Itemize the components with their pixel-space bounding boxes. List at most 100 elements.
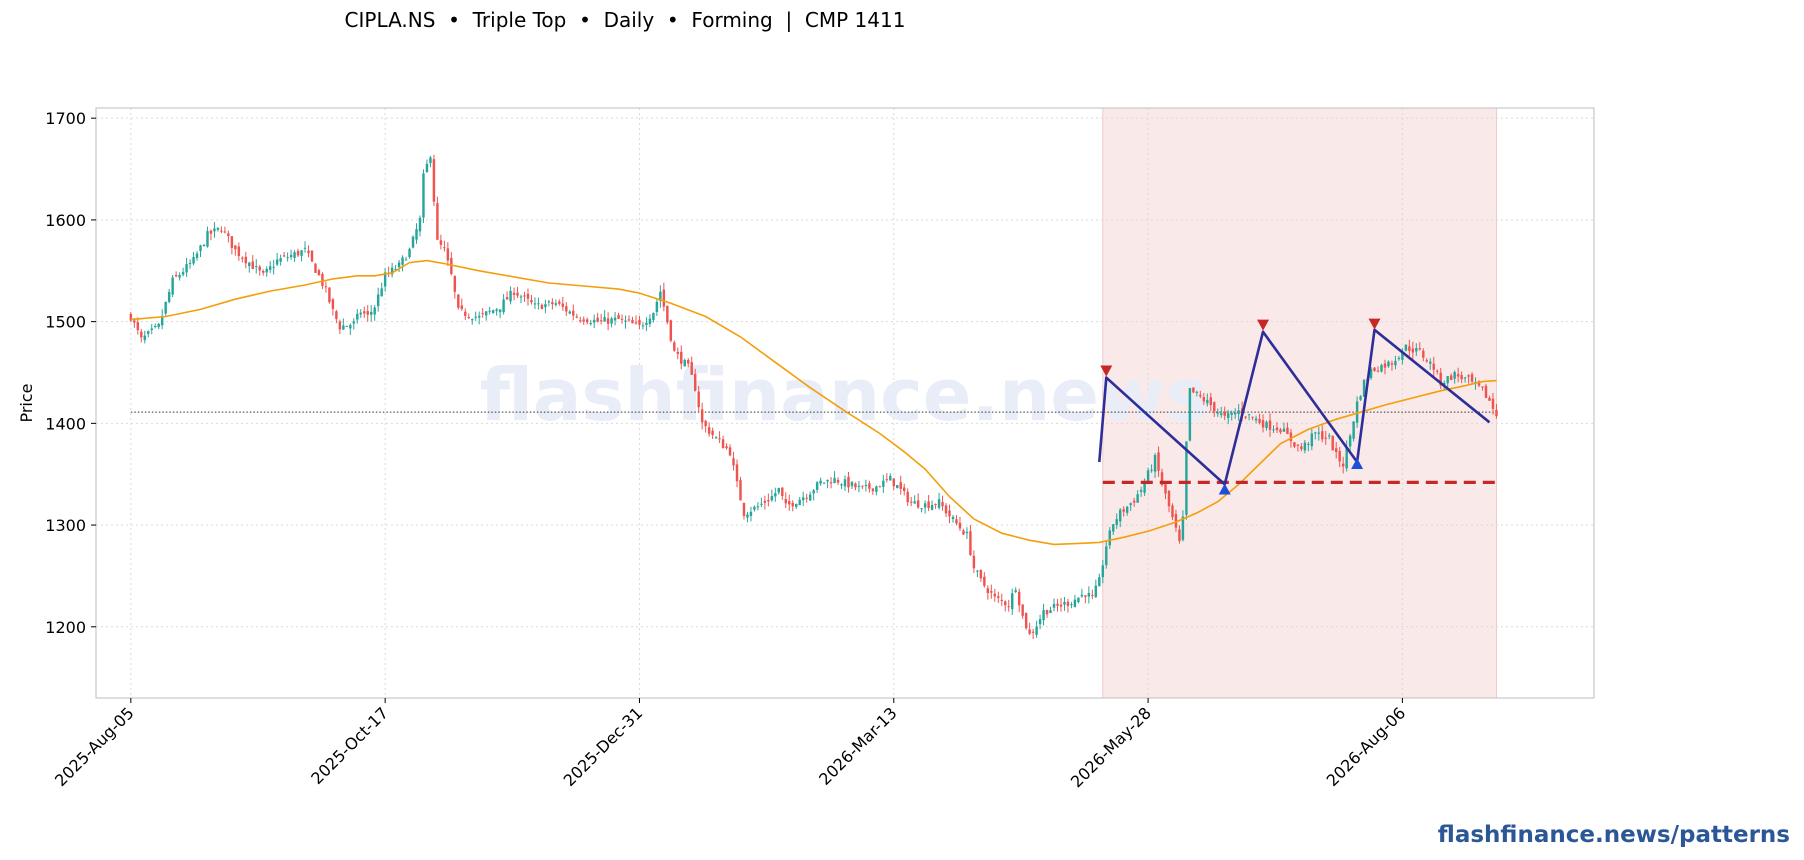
candle-body	[756, 506, 760, 508]
candle-body	[767, 500, 770, 502]
candle-body	[192, 257, 195, 264]
candle-body	[829, 482, 833, 484]
candle-body	[697, 391, 700, 408]
candle-body	[1038, 619, 1042, 625]
candle-body	[314, 263, 317, 273]
candle-body	[1373, 367, 1376, 371]
candle-body	[1230, 412, 1233, 415]
candle-body	[673, 342, 676, 351]
candle-body	[648, 318, 652, 324]
candle-body	[930, 505, 934, 510]
candle-body	[840, 484, 843, 486]
candle-body	[1429, 361, 1432, 364]
candle-body	[502, 299, 505, 313]
peak-marker	[1257, 319, 1270, 331]
candle-body	[795, 504, 798, 507]
candle-body	[1310, 433, 1314, 447]
candle-body	[1223, 411, 1226, 416]
candle-body	[1042, 610, 1045, 621]
x-tick-label: 2025-Dec-31	[560, 703, 647, 790]
candle-body	[554, 303, 558, 305]
candle-body	[359, 312, 362, 315]
y-tick-label: 1300	[45, 516, 86, 535]
candle-body	[261, 271, 265, 273]
candle-body	[321, 273, 324, 286]
candle-body	[896, 484, 899, 489]
candle-body	[944, 505, 948, 514]
candle-body	[1439, 372, 1442, 386]
candle-body	[558, 301, 561, 304]
candle-body	[592, 319, 596, 323]
candle-body	[1049, 610, 1052, 613]
candle-body	[167, 291, 171, 302]
candle-body	[596, 317, 599, 322]
candle-body	[1153, 455, 1157, 472]
candle-body	[363, 311, 366, 314]
candle-body	[227, 233, 230, 237]
candle-body	[878, 486, 882, 488]
candle-body	[495, 309, 498, 312]
candle-body	[188, 262, 192, 264]
candle-body	[687, 360, 690, 364]
candle-body	[1456, 374, 1460, 377]
candle-body	[1024, 613, 1028, 629]
candle-body	[383, 272, 387, 287]
candle-body	[1355, 401, 1359, 423]
trough-marker	[1218, 483, 1231, 495]
candle-body	[822, 482, 826, 484]
candle-body	[544, 304, 547, 308]
candle-body	[1084, 595, 1087, 597]
candle-body	[1199, 394, 1202, 397]
candle-body	[1331, 435, 1334, 451]
candle-body	[854, 483, 857, 488]
moving-average-layer	[130, 259, 1497, 546]
candle-body	[700, 409, 704, 423]
candle-body	[519, 296, 523, 298]
candle-body	[1467, 375, 1470, 377]
candle-body	[1369, 368, 1373, 378]
candle-body	[1380, 365, 1383, 372]
trough-marker	[1351, 458, 1364, 470]
footer-link[interactable]: flashfinance.news/patterns	[1437, 822, 1790, 848]
candle-body	[983, 576, 986, 586]
candle-body	[234, 245, 237, 250]
candle-body	[1286, 427, 1289, 435]
candle-body	[666, 305, 669, 323]
candle-body	[1495, 409, 1498, 417]
candle-body	[770, 496, 774, 501]
candle-body	[505, 297, 509, 300]
candle-body	[1418, 348, 1422, 350]
candle-body	[934, 504, 937, 506]
candle-body	[927, 501, 930, 508]
candle-body	[565, 306, 568, 312]
candle-body	[1334, 448, 1338, 452]
candle-body	[903, 487, 906, 491]
y-tick-label: 1500	[45, 313, 86, 332]
candle-body	[1059, 604, 1063, 607]
candle-body	[634, 322, 638, 324]
candle-body	[342, 325, 345, 330]
candle-body	[1073, 599, 1077, 607]
candle-body	[310, 250, 314, 262]
candle-body	[606, 318, 610, 324]
candle-body	[488, 310, 491, 312]
candle-body	[1401, 352, 1404, 360]
candle-body	[457, 294, 460, 308]
candle-body	[805, 497, 808, 499]
candle-body	[272, 266, 275, 268]
candle-body	[1181, 516, 1185, 540]
candle-body	[1174, 514, 1178, 528]
candle-body	[763, 500, 767, 503]
candle-body	[1415, 348, 1418, 352]
candle-body	[683, 359, 686, 367]
pattern-zone-highlight	[1102, 107, 1497, 699]
candle-body	[404, 259, 408, 261]
candle-body	[484, 311, 488, 316]
candle-body	[889, 475, 892, 481]
candle-body	[749, 511, 753, 516]
grid-layer	[96, 108, 1594, 698]
candle-body	[1087, 593, 1091, 597]
candle-body	[871, 488, 875, 492]
candle-body	[1474, 381, 1477, 383]
candle-body	[955, 519, 958, 524]
